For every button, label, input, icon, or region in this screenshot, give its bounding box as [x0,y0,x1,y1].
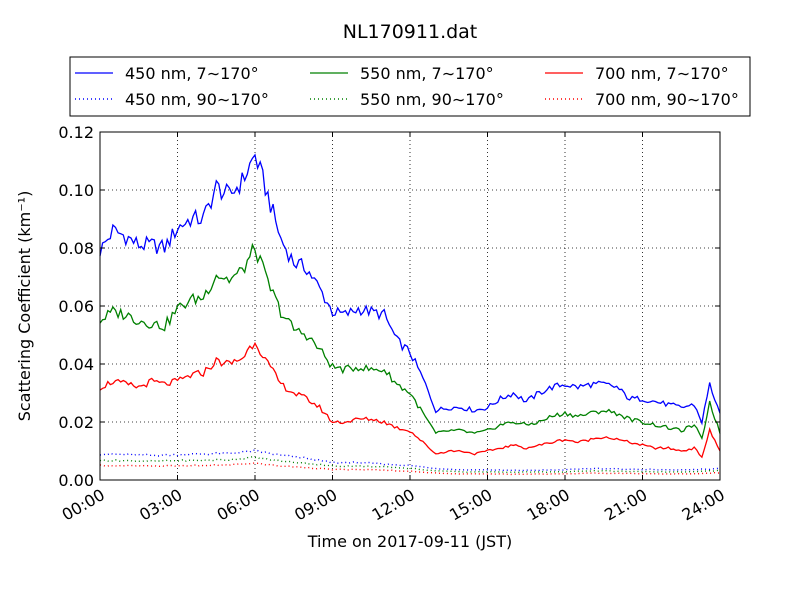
series-line [99,242,721,441]
y-tick-label: 0.10 [58,181,94,200]
x-axis-label: Time on 2017-09-11 (JST) [307,532,512,551]
grid [100,132,720,480]
legend: 450 nm, 7∼170° 450 nm, 90∼170° 550 nm, 7∼1… [69,56,751,117]
x-tick-label: 24:00 [679,485,728,525]
x-tick-label: 12:00 [369,485,418,525]
y-tick-label: 0.08 [58,239,94,258]
x-tick-label: 18:00 [524,485,573,525]
plot-lines [99,153,721,476]
y-tick-label: 0.06 [58,297,94,316]
y-tick-label: 0.00 [58,471,94,490]
legend-label: 450 nm, 7∼170° [125,64,259,83]
y-axis-label: Scattering Coefficient (km⁻¹) [15,191,34,422]
x-tick-label: 00:00 [59,485,108,525]
legend-label: 550 nm, 7∼170° [360,64,494,83]
x-tick-label: 21:00 [601,485,650,525]
series-line [99,153,721,426]
x-tick-label: 06:00 [214,485,263,525]
chart-title: NL170911.dat [343,21,478,43]
y-tick-label: 0.12 [58,123,94,142]
axis-ticks: 00:00 03:00 06:00 09:00 12:00 15:00 18:00 21:00… [58,123,728,525]
x-tick-label: 15:00 [446,485,495,525]
legend-label: 700 nm, 90∼170° [595,90,739,109]
legend-label: 450 nm, 90∼170° [125,90,269,109]
legend-label: 550 nm, 90∼170° [360,90,504,109]
series-line [99,341,721,459]
x-tick-label: 03:00 [136,485,185,525]
x-tick-label: 09:00 [291,485,340,525]
legend-box [69,56,751,117]
legend-label: 700 nm, 7∼170° [595,64,729,83]
y-tick-label: 0.02 [58,413,94,432]
y-tick-label: 0.04 [58,355,94,374]
